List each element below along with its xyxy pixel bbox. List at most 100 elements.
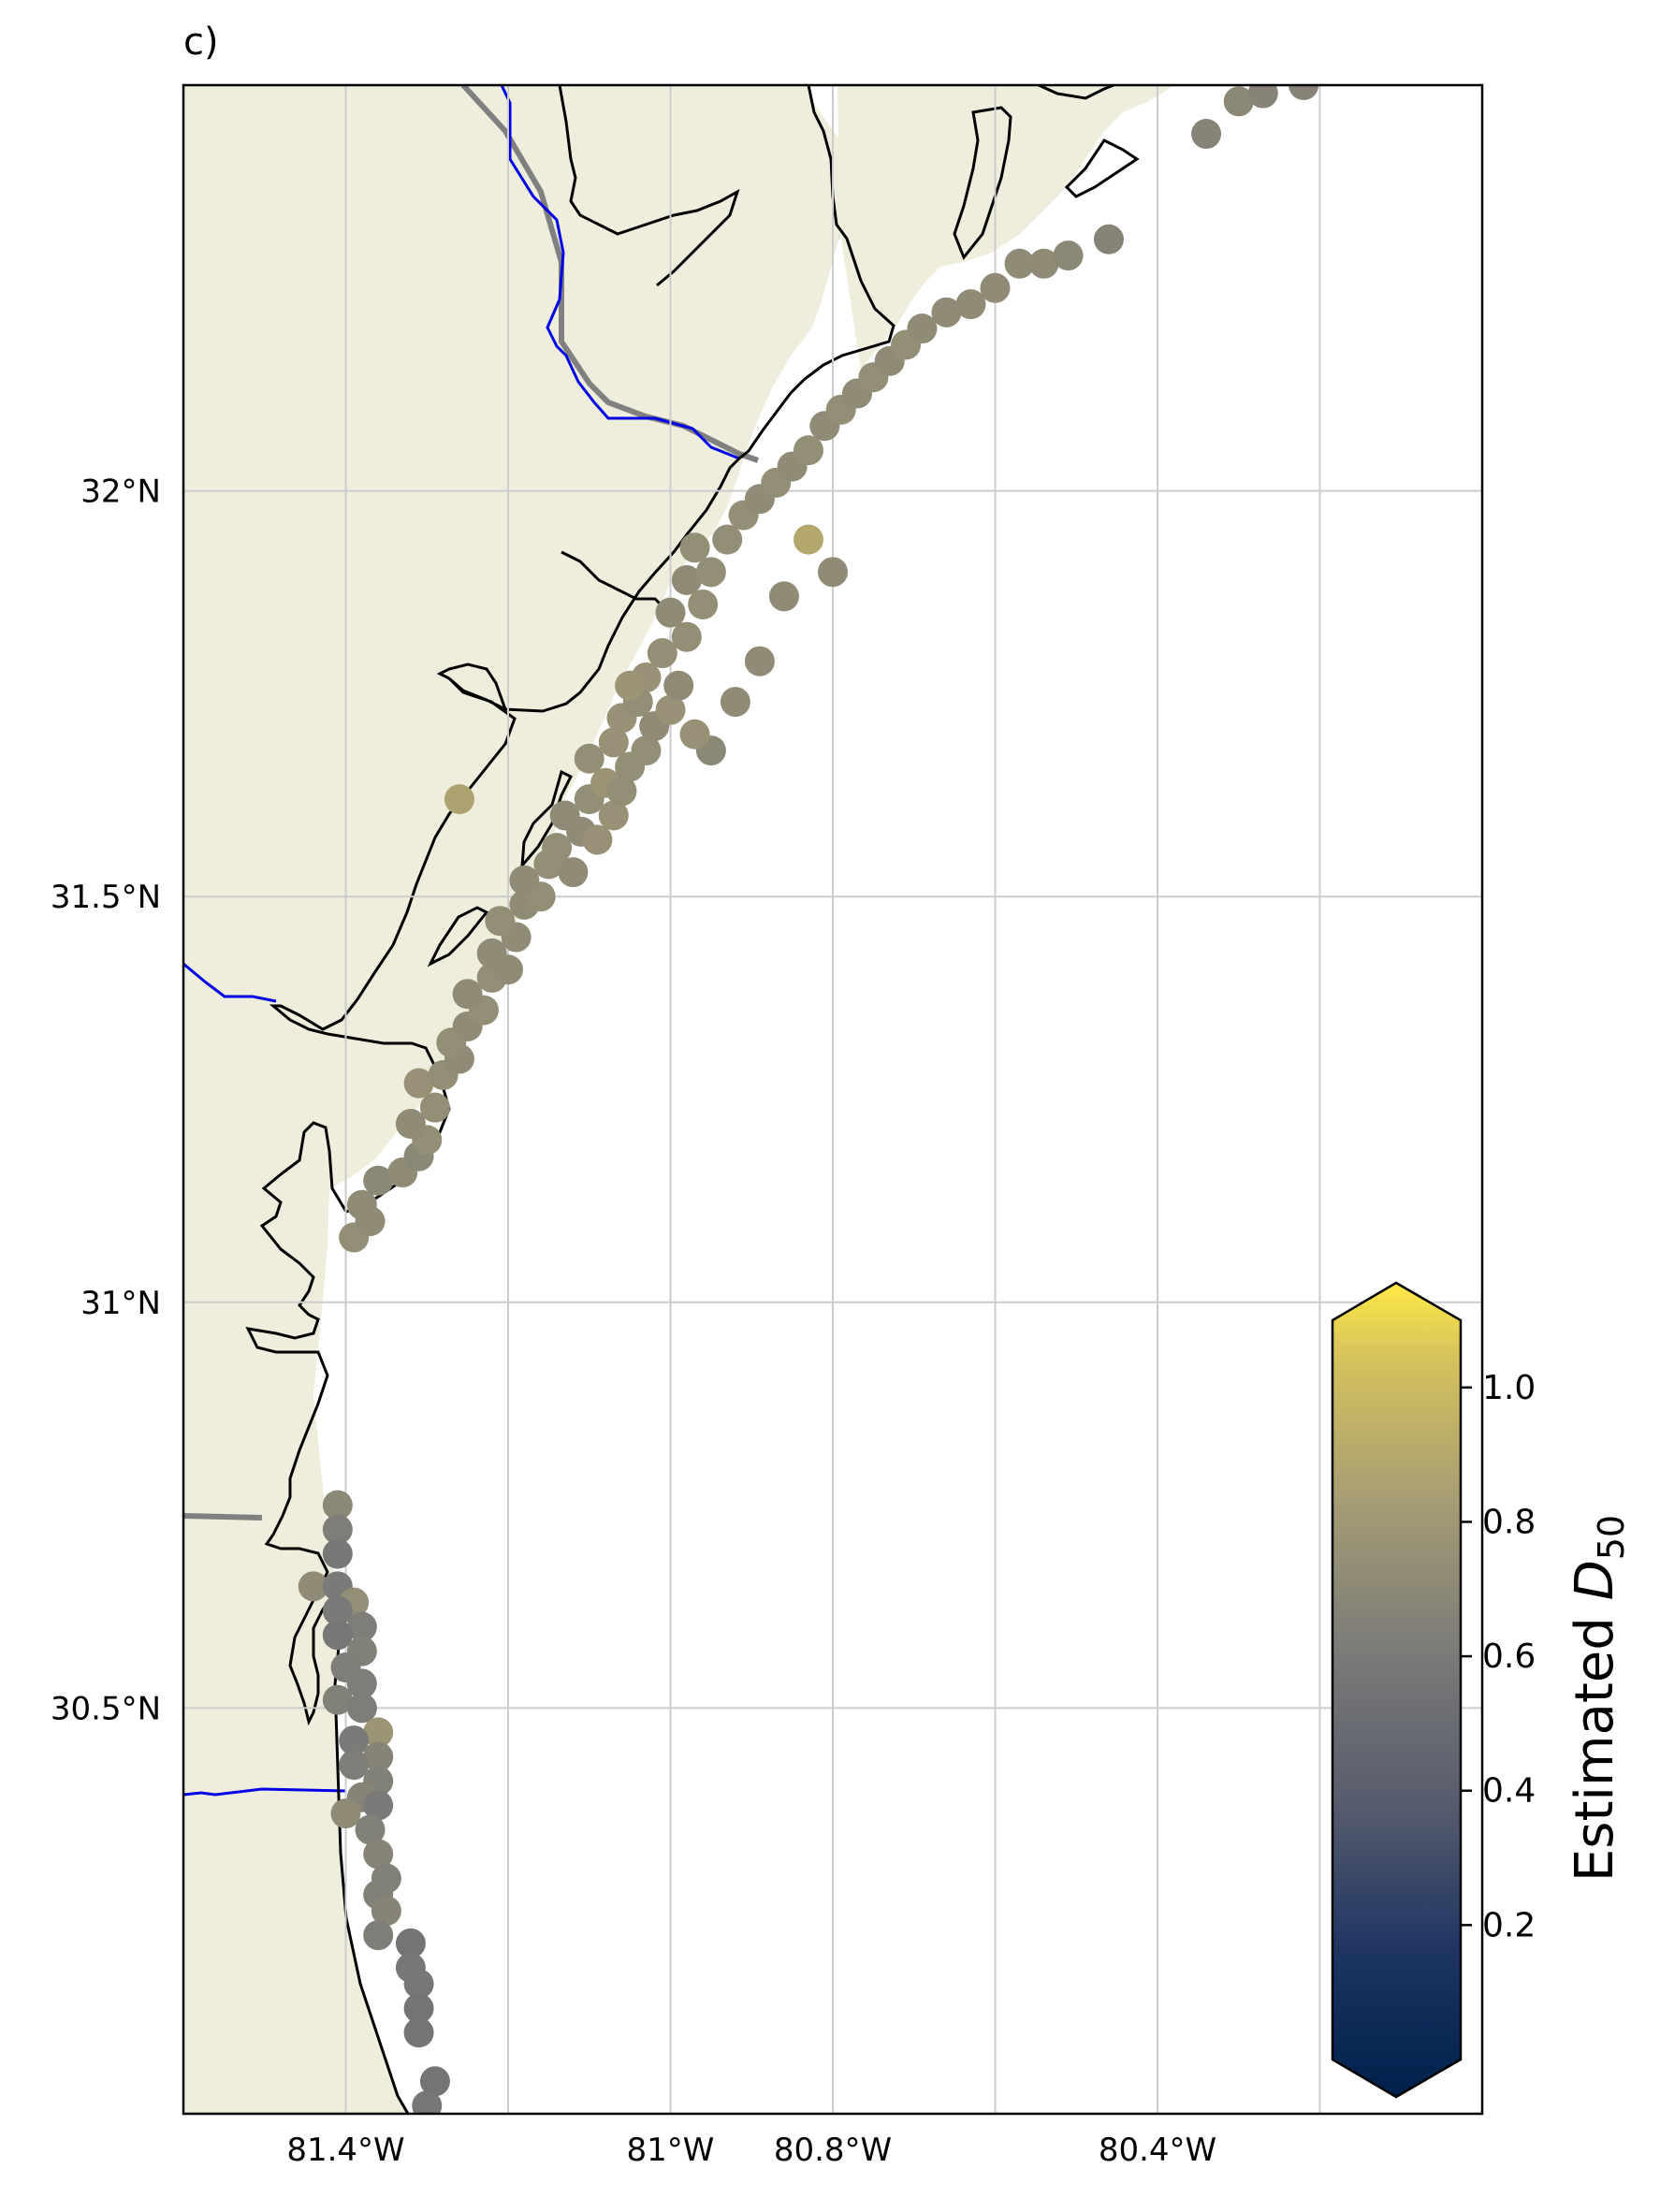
data-point (1028, 248, 1059, 279)
y-tick-label: 30.5°N (51, 1690, 161, 1727)
data-point (712, 524, 743, 555)
data-point (395, 1109, 426, 1140)
data-point (931, 297, 962, 327)
data-point (363, 1741, 394, 1772)
data-point (695, 557, 726, 588)
colorbar-label: Estimated D50 (1565, 1515, 1632, 1882)
data-point (322, 1514, 353, 1545)
data-point (452, 979, 483, 1010)
land-north (837, 85, 1174, 370)
barrier-island-1 (520, 769, 574, 870)
y-tick-labels: 32°N 31.5°N 31°N 30.5°N (51, 473, 161, 1728)
data-point (631, 735, 662, 766)
data-point (346, 1189, 377, 1220)
data-point (509, 865, 540, 895)
x-tick-label: 80.4°W (1099, 2132, 1216, 2169)
data-point (1223, 86, 1254, 117)
data-point (395, 1928, 426, 1958)
colorbar-body (1331, 1281, 1463, 2099)
land (183, 85, 840, 2114)
data-point (655, 694, 686, 725)
data-point (322, 1595, 353, 1626)
data-point (1053, 240, 1084, 271)
y-tick-label: 31.5°N (51, 879, 161, 916)
data-point (363, 1839, 394, 1870)
data-point (412, 2090, 443, 2114)
data-points (298, 85, 1319, 2114)
data-point (606, 776, 637, 807)
colorbar-tick-label: 0.8 (1482, 1503, 1536, 1541)
data-point (671, 621, 702, 652)
data-point (1004, 248, 1035, 279)
data-point (403, 2017, 434, 2048)
colorbar-tick-label: 0.4 (1482, 1772, 1536, 1811)
data-point (346, 1693, 377, 1724)
data-point (403, 1969, 434, 2000)
colorbar: 0.2 0.4 0.6 0.8 1.0 Estimated D50 (1331, 1281, 1632, 2099)
map-area (183, 85, 1482, 2114)
colorbar-ticks: 0.2 0.4 0.6 0.8 1.0 (1461, 1369, 1536, 1944)
y-tick-label: 31°N (80, 1285, 161, 1322)
data-point (907, 313, 938, 344)
data-point (818, 557, 848, 588)
data-point (768, 581, 799, 612)
x-tick-label: 81.4°W (286, 2132, 404, 2169)
y-tick-label: 32°N (80, 473, 161, 511)
data-point (655, 597, 686, 628)
island-north (1038, 85, 1114, 100)
state-border (460, 85, 759, 463)
data-point (980, 272, 1011, 303)
data-point (542, 833, 573, 864)
colorbar-tick-label: 0.6 (1482, 1637, 1536, 1676)
data-point (582, 824, 613, 855)
data-point (444, 784, 474, 815)
data-point (419, 2066, 450, 2097)
data-point (671, 564, 702, 595)
x-tick-labels: 81.4°W 81°W 80.8°W 80.4°W (286, 2132, 1216, 2169)
river-mid (183, 962, 277, 1003)
data-point (371, 1896, 401, 1927)
data-point (647, 638, 677, 669)
data-point (663, 670, 694, 701)
data-point (322, 1538, 353, 1569)
data-point (363, 1717, 394, 1748)
river-south (183, 1787, 347, 1797)
data-point (363, 1165, 394, 1196)
data-point (322, 1620, 353, 1651)
data-point (322, 1490, 353, 1521)
axes-frame (182, 83, 1484, 2116)
data-point (615, 670, 646, 701)
island-north-2 (1064, 138, 1140, 198)
colorbar-tick-label: 1.0 (1482, 1369, 1536, 1407)
data-point (549, 800, 580, 831)
data-point (339, 1750, 370, 1781)
data-point (403, 1993, 434, 2024)
panel-label: c) (183, 21, 219, 64)
estuary-1 (558, 85, 740, 287)
data-point (574, 743, 604, 774)
x-tick-label: 81°W (627, 2132, 715, 2169)
data-point (720, 687, 750, 718)
river-north (500, 85, 740, 460)
island-north-3 (953, 106, 1012, 260)
data-point (346, 1611, 377, 1642)
data-point (1289, 85, 1319, 100)
colorbar-tick-label: 0.2 (1482, 1906, 1536, 1944)
data-point (558, 857, 589, 888)
data-point (955, 289, 986, 320)
data-point (679, 532, 710, 563)
data-point (339, 1725, 370, 1756)
data-point (688, 589, 719, 620)
state-border-south (183, 1513, 263, 1521)
data-point (298, 1571, 328, 1602)
data-point (485, 906, 516, 937)
data-point (322, 1684, 353, 1715)
data-point (476, 938, 507, 968)
x-tick-label: 80.8°W (774, 2132, 892, 2169)
data-point (598, 727, 629, 758)
data-point (330, 1798, 361, 1829)
data-point (419, 1092, 450, 1123)
data-point (598, 800, 629, 831)
